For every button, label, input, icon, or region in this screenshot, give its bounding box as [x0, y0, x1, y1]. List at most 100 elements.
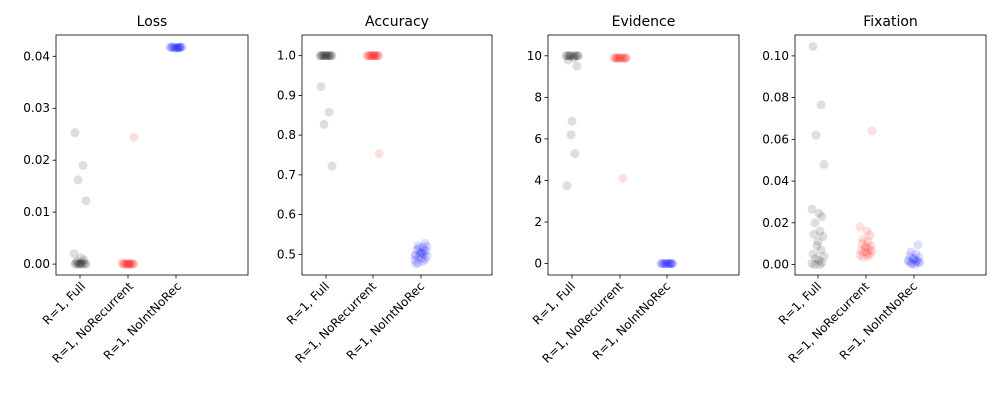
data-point	[863, 251, 873, 261]
data-point	[903, 255, 913, 265]
data-point	[659, 259, 669, 269]
data-point	[817, 257, 827, 267]
data-point	[127, 259, 137, 269]
data-point	[422, 251, 432, 261]
data-point	[315, 51, 325, 61]
data-point	[906, 247, 916, 257]
data-point	[175, 42, 185, 52]
data-point	[666, 259, 676, 269]
data-point	[819, 251, 829, 261]
data-point	[117, 258, 127, 268]
data-point	[859, 247, 869, 257]
data-point	[129, 132, 139, 142]
data-point	[316, 82, 326, 92]
data-point	[71, 258, 81, 268]
data-point	[168, 42, 178, 52]
data-point	[810, 218, 820, 228]
data-point	[567, 116, 577, 126]
data-point	[327, 51, 337, 61]
data-point	[364, 51, 374, 61]
data-point	[905, 251, 915, 261]
data-point	[370, 51, 380, 61]
data-point	[665, 259, 675, 269]
data-point	[123, 259, 133, 269]
data-point	[421, 246, 431, 256]
data-point	[814, 208, 824, 218]
data-point	[77, 258, 87, 268]
data-point	[413, 241, 423, 251]
data-point	[128, 259, 138, 269]
data-point	[417, 253, 427, 263]
data-point	[121, 259, 131, 269]
data-point	[808, 249, 818, 259]
data-point	[70, 259, 80, 269]
data-point	[374, 149, 384, 159]
data-point	[324, 51, 334, 61]
data-point	[411, 250, 421, 260]
data-point	[656, 259, 666, 269]
data-point	[78, 259, 88, 269]
data-point	[126, 259, 136, 269]
data-point	[621, 53, 631, 63]
data-point	[908, 254, 918, 264]
data-point	[808, 41, 818, 51]
data-point	[176, 42, 186, 52]
data-point	[616, 53, 626, 63]
y-tick-label: 6	[534, 132, 542, 146]
data-point	[617, 53, 627, 63]
data-point	[410, 255, 420, 265]
data-point	[73, 175, 83, 185]
y-tick-label: 0.00	[23, 257, 50, 271]
y-tick-label: 8	[534, 90, 542, 104]
data-point	[816, 100, 826, 110]
data-point	[369, 51, 379, 61]
x-tick-label: R=1, Full	[284, 279, 332, 327]
data-point	[913, 240, 923, 250]
data-point	[862, 226, 872, 236]
data-point	[568, 51, 578, 61]
data-point	[815, 260, 825, 270]
data-point	[813, 237, 823, 247]
data-point	[911, 249, 921, 259]
data-point	[367, 51, 377, 61]
data-point	[562, 51, 572, 61]
chart-title: Accuracy	[365, 14, 429, 30]
data-point	[858, 252, 868, 262]
y-tick-label: 0.04	[23, 49, 50, 63]
y-tick-label: 0.9	[277, 88, 296, 102]
data-point	[609, 53, 619, 63]
data-point	[807, 259, 817, 269]
axes-frame	[794, 34, 987, 276]
data-point	[75, 259, 85, 269]
data-point	[418, 242, 428, 252]
data-point	[865, 230, 875, 240]
y-tick-label: 4	[534, 173, 542, 187]
data-point	[166, 42, 176, 52]
data-point	[561, 51, 571, 61]
data-point	[810, 260, 820, 270]
data-point	[865, 249, 875, 259]
data-point	[411, 259, 421, 269]
x-tick-label: R=1, NoRecurrent	[540, 279, 627, 366]
x-tick-label: R=1, NoRecurrent	[786, 279, 873, 366]
data-point	[866, 241, 876, 251]
data-point	[862, 248, 872, 258]
data-point	[317, 51, 327, 61]
data-point	[318, 51, 328, 61]
data-point	[816, 245, 826, 255]
data-point	[372, 51, 382, 61]
data-point	[564, 51, 574, 61]
data-point	[365, 51, 375, 61]
data-point	[562, 181, 572, 191]
data-point	[322, 51, 332, 61]
data-point	[327, 161, 337, 171]
data-point	[120, 259, 130, 269]
data-point	[320, 51, 330, 61]
axes-frame	[301, 34, 493, 276]
data-point	[565, 51, 575, 61]
data-point	[571, 51, 581, 61]
data-point	[415, 249, 425, 259]
data-point	[860, 243, 870, 253]
data-point	[125, 259, 135, 269]
